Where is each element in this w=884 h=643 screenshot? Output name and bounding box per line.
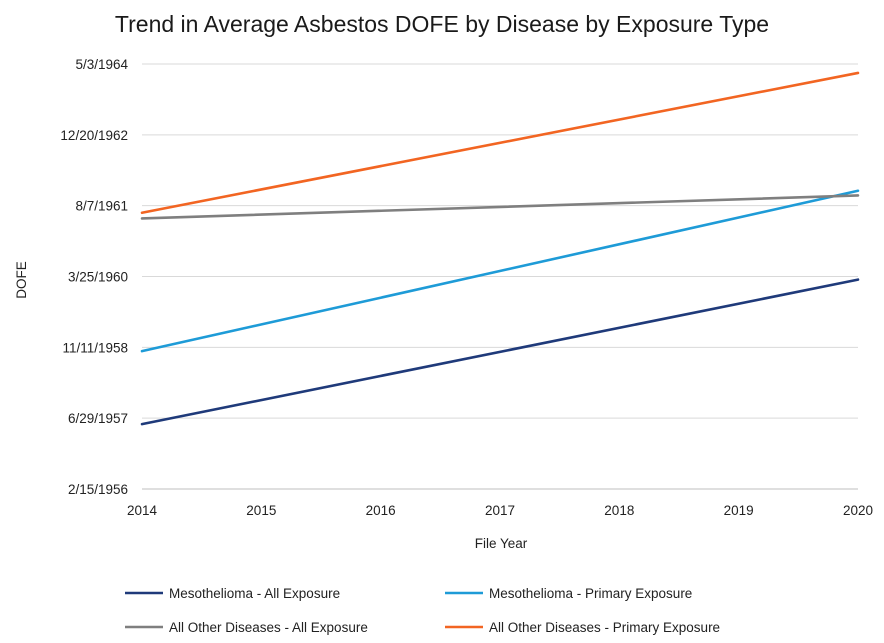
y-tick-label: 3/25/1960 <box>68 270 128 285</box>
series-line-1 <box>140 278 860 426</box>
y-axis-ticks: 2/15/1956 6/29/1957 11/11/1958 3/25/1960 8/7… <box>60 57 128 497</box>
chart-title: Trend in Average Asbestos DOFE by Diseas… <box>115 11 769 37</box>
y-axis-label: DOFE <box>14 261 29 299</box>
grid <box>142 63 858 490</box>
legend-item: Mesothelioma - All Exposure <box>125 586 340 601</box>
legend-item: All Other Diseases - All Exposure <box>125 620 368 635</box>
y-tick-label: 5/3/1964 <box>75 57 128 72</box>
x-tick-label: 2019 <box>724 503 754 518</box>
x-tick-label: 2015 <box>246 503 276 518</box>
x-tick-label: 2016 <box>366 503 396 518</box>
legend-label: All Other Diseases - All Exposure <box>169 620 368 635</box>
y-tick-label: 12/20/1962 <box>60 128 128 143</box>
series-line-4 <box>140 71 860 215</box>
legend-label: Mesothelioma - All Exposure <box>169 586 340 601</box>
x-tick-label: 2018 <box>604 503 634 518</box>
x-tick-label: 2020 <box>843 503 873 518</box>
legend: Mesothelioma - All Exposure Mesothelioma … <box>125 586 720 635</box>
y-tick-label: 11/11/1958 <box>62 340 128 355</box>
series-lines <box>140 71 860 426</box>
x-tick-label: 2017 <box>485 503 515 518</box>
y-tick-label: 6/29/1957 <box>68 411 128 426</box>
series-line-2 <box>140 189 860 353</box>
legend-item: Mesothelioma - Primary Exposure <box>445 586 692 601</box>
series-line-3 <box>140 194 860 220</box>
y-tick-label: 2/15/1956 <box>68 482 128 497</box>
legend-label: Mesothelioma - Primary Exposure <box>489 586 692 601</box>
legend-label: All Other Diseases - Primary Exposure <box>489 620 720 635</box>
x-axis-ticks: 2014 2015 2016 2017 2018 2019 2020 <box>127 503 873 518</box>
legend-item: All Other Diseases - Primary Exposure <box>445 620 720 635</box>
x-tick-label: 2014 <box>127 503 158 518</box>
x-axis-label: File Year <box>475 536 528 551</box>
y-tick-label: 8/7/1961 <box>75 199 128 214</box>
